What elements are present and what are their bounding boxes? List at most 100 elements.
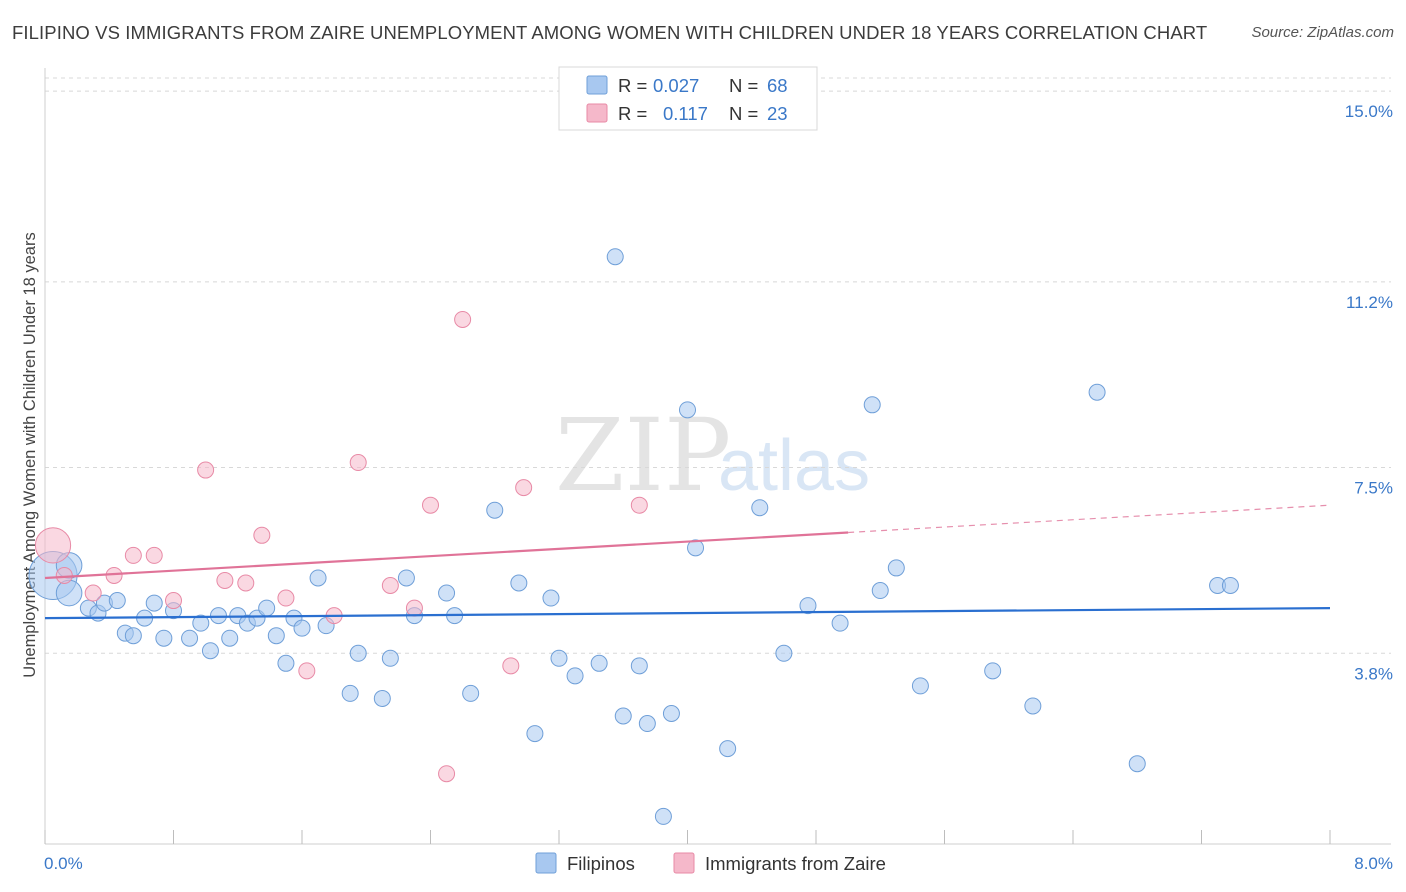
legend-n-label-1: N = xyxy=(729,75,758,96)
zaire-point xyxy=(237,574,255,592)
filipinos-point xyxy=(887,559,905,577)
zaire-point xyxy=(502,657,520,675)
y-tick-labels: 3.8% 7.5% 11.2% 15.0% xyxy=(1345,102,1393,683)
x-tick-label-min: 0.0% xyxy=(44,854,83,873)
zaire-point xyxy=(454,310,472,328)
filipinos-point xyxy=(863,396,881,414)
filipinos-point xyxy=(542,589,560,607)
filipinos-point xyxy=(221,629,239,647)
filipinos-point xyxy=(309,569,327,587)
zaire-point xyxy=(253,526,271,544)
filipinos-point xyxy=(614,707,632,725)
filipinos-point xyxy=(679,401,696,419)
filipinos-point xyxy=(108,592,126,610)
filipinos-point xyxy=(267,627,285,645)
filipinos-point xyxy=(192,614,210,632)
filipinos-points xyxy=(28,248,1239,825)
legend-r-value-1: 0.027 xyxy=(653,75,699,96)
filipinos-point xyxy=(293,619,311,637)
filipinos-point xyxy=(486,501,504,519)
x-axis-ticks xyxy=(44,830,1331,844)
series-legend-swatch-zaire xyxy=(673,852,695,874)
watermark-zip: ZIP xyxy=(555,397,731,514)
zaire-point xyxy=(405,599,423,617)
watermark-atlas: atlas xyxy=(718,426,870,506)
filipinos-point xyxy=(719,740,737,758)
series-legend: Filipinos Immigrants from Zaire xyxy=(535,852,886,874)
filipinos-point xyxy=(911,677,929,695)
y-tick-label: 11.2% xyxy=(1346,293,1393,312)
y-tick-label: 7.5% xyxy=(1354,479,1393,498)
trend-lines xyxy=(44,504,1331,620)
zaire-point xyxy=(145,546,163,564)
series-legend-zaire: Immigrants from Zaire xyxy=(705,853,886,874)
filipinos-point xyxy=(349,644,367,662)
zaire-point xyxy=(197,461,215,479)
filipinos-point xyxy=(871,582,889,600)
zaire-point xyxy=(422,496,439,514)
filipinos-point xyxy=(438,584,456,602)
zaire-point xyxy=(298,662,316,680)
zaire-trend-line xyxy=(44,531,849,580)
filipinos-point xyxy=(1024,697,1042,715)
legend-n-value-1: 68 xyxy=(767,75,788,96)
filipinos-point xyxy=(526,725,544,743)
filipinos-point xyxy=(258,599,276,617)
zaire-point xyxy=(124,546,142,564)
filipinos-point xyxy=(201,642,219,660)
legend-n-value-2: 23 xyxy=(767,103,788,124)
legend-r-label-2: R = xyxy=(618,103,647,124)
zaire-point xyxy=(349,454,367,472)
y-axis-label: Unemployment Among Women with Children U… xyxy=(21,232,39,677)
series-legend-filipinos: Filipinos xyxy=(567,853,635,874)
watermark: ZIP atlas xyxy=(555,397,870,514)
zaire-point xyxy=(216,571,234,589)
filipinos-point xyxy=(209,607,227,625)
zaire-trend-line-extension xyxy=(848,504,1331,534)
filipinos-point xyxy=(775,644,793,662)
y-tick-label: 3.8% xyxy=(1354,664,1393,683)
chart-title: FILIPINO VS IMMIGRANTS FROM ZAIRE UNEMPL… xyxy=(12,22,1208,43)
series-legend-swatch-filipinos xyxy=(535,852,557,874)
zaire-point xyxy=(438,765,456,783)
filipinos-point xyxy=(662,704,680,722)
filipinos-point xyxy=(606,248,624,266)
y-tick-label: 15.0% xyxy=(1345,102,1393,121)
filipinos-point xyxy=(831,614,849,632)
filipinos-point xyxy=(590,654,608,672)
filipinos-point xyxy=(1128,755,1146,773)
zaire-point xyxy=(34,527,72,564)
zaire-point xyxy=(630,496,648,514)
legend-swatch-zaire xyxy=(586,103,608,123)
source-credit: Source: ZipAtlas.com xyxy=(1251,24,1394,41)
filipinos-point xyxy=(550,649,568,667)
filipinos-point xyxy=(124,627,142,645)
filipinos-point xyxy=(1088,383,1106,401)
filipinos-point xyxy=(799,597,817,615)
filipinos-point xyxy=(381,649,399,667)
filipinos-point xyxy=(462,684,480,702)
filipinos-point xyxy=(751,499,769,517)
filipinos-point xyxy=(630,657,648,675)
filipinos-point xyxy=(341,684,359,702)
legend-swatch-filipinos xyxy=(586,75,608,95)
zaire-points xyxy=(34,310,648,783)
filipinos-point xyxy=(181,629,199,647)
filipinos-point xyxy=(145,594,163,612)
filipinos-point xyxy=(687,539,705,557)
filipinos-point xyxy=(277,654,295,672)
filipinos-point xyxy=(1221,577,1239,595)
filipinos-trend-line xyxy=(44,606,1331,620)
legend-r-label-1: R = xyxy=(618,75,647,96)
filipinos-point xyxy=(638,715,656,733)
zaire-point xyxy=(515,479,533,497)
filipinos-point xyxy=(397,569,415,587)
legend-n-label-2: N = xyxy=(729,103,758,124)
filipinos-point xyxy=(566,667,584,685)
filipinos-point xyxy=(510,574,528,592)
filipinos-point xyxy=(984,662,1002,680)
correlation-legend: R = 0.027 N = 68 R = 0.117 N = 23 xyxy=(558,66,818,131)
x-tick-label-max: 8.0% xyxy=(1354,854,1393,873)
filipinos-point xyxy=(55,579,83,607)
filipinos-point xyxy=(155,629,173,647)
